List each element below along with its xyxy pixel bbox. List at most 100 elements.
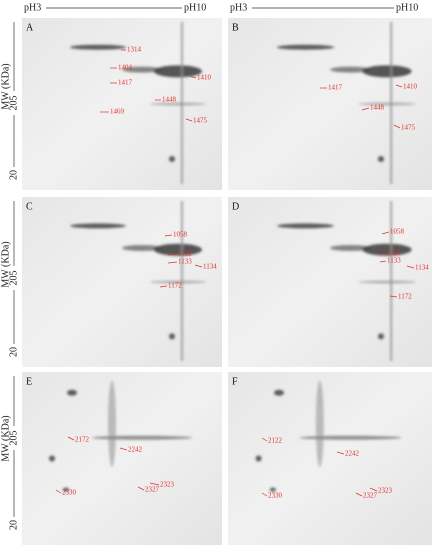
protein-spot xyxy=(378,333,384,340)
spot-arrow xyxy=(55,489,62,494)
ph-end: pH10 xyxy=(396,2,418,13)
protein-band xyxy=(276,44,335,50)
spot-label: 1417 xyxy=(328,84,343,92)
spot-label: 1172 xyxy=(398,293,412,301)
protein-band xyxy=(362,65,412,78)
spot-arrow xyxy=(379,252,387,255)
axis-tick-label: 205 xyxy=(8,431,19,446)
spot-arrow xyxy=(393,124,401,129)
gel-texture xyxy=(255,380,402,492)
protein-band xyxy=(70,223,126,229)
protein-spot xyxy=(49,455,55,462)
spot-label: 1314 xyxy=(127,46,142,54)
spot-label: 1410 xyxy=(197,74,212,82)
protein-band xyxy=(150,102,206,106)
protein-spot xyxy=(274,389,284,396)
spot-arrow xyxy=(261,437,268,442)
protein-band xyxy=(358,280,416,284)
axis-tick-label: 205 xyxy=(8,96,19,111)
spot-label: 2327 xyxy=(363,492,378,500)
gel-texture xyxy=(276,22,416,184)
spot-arrow xyxy=(137,486,145,491)
spot-arrow xyxy=(381,231,390,235)
protein-band xyxy=(358,102,416,106)
spot-arrow xyxy=(164,234,173,237)
gel-texture xyxy=(276,201,416,361)
protein-spot xyxy=(255,455,262,462)
spot-label: 1469 xyxy=(110,108,125,116)
axis-title: MW (KDa) xyxy=(0,63,11,109)
protein-band xyxy=(154,65,202,78)
protein-band xyxy=(122,66,162,73)
spot-arrow xyxy=(194,264,203,268)
gel-panel xyxy=(22,372,222,545)
spot-label: 1172 xyxy=(168,282,182,290)
spot-label: 2330 xyxy=(268,492,283,500)
panel-label: C xyxy=(26,201,33,212)
gel-texture xyxy=(70,22,206,184)
panel-label: E xyxy=(26,376,32,387)
spot-label: 1134 xyxy=(415,264,429,272)
protein-band xyxy=(108,380,116,468)
spot-label: 2323 xyxy=(160,481,175,489)
spot-arrow xyxy=(119,447,128,451)
spot-label: 1448 xyxy=(370,104,385,112)
spot-label: 2330 xyxy=(62,489,77,497)
protein-band xyxy=(299,435,402,440)
gel-texture xyxy=(70,201,206,361)
spot-label: 1448 xyxy=(162,96,177,104)
axis-title: MW (KDa) xyxy=(0,241,11,287)
protein-band xyxy=(362,243,412,256)
spot-arrow xyxy=(261,492,268,497)
spot-label: 1058 xyxy=(173,231,188,239)
spot-arrow xyxy=(406,265,415,269)
spot-label: 1475 xyxy=(193,117,208,125)
spot-label: 1404 xyxy=(118,64,133,72)
ph-start: pH3 xyxy=(230,2,247,13)
spot-label: 1122 xyxy=(178,250,192,258)
spot-label: 2323 xyxy=(378,487,393,495)
protein-spot xyxy=(169,333,175,340)
spot-arrow xyxy=(361,107,370,111)
axis-tick-label: 20 xyxy=(8,170,19,180)
panel-label: D xyxy=(232,201,239,212)
spot-arrow xyxy=(355,492,363,497)
spot-label: 1133 xyxy=(387,257,401,265)
gel-panel xyxy=(228,372,432,545)
spot-arrow xyxy=(167,261,178,264)
spot-label: 1058 xyxy=(390,228,405,236)
spot-arrow xyxy=(149,482,160,486)
spot-label: 1417 xyxy=(118,79,133,87)
spot-arrow xyxy=(167,253,178,256)
protein-band xyxy=(330,66,371,73)
protein-spot xyxy=(63,487,69,492)
protein-band xyxy=(330,245,371,251)
panel-label: F xyxy=(232,376,238,387)
protein-band xyxy=(92,435,192,440)
spot-label: 1475 xyxy=(401,124,416,132)
protein-spot xyxy=(67,389,77,396)
spot-arrow xyxy=(159,285,168,288)
spot-label: 1122 xyxy=(387,249,401,257)
panel-label: A xyxy=(26,22,34,33)
spot-arrow xyxy=(379,260,387,263)
spot-arrow xyxy=(336,451,345,455)
gel-texture xyxy=(49,380,192,492)
protein-band xyxy=(122,245,162,251)
protein-band xyxy=(150,280,206,284)
protein-band xyxy=(315,380,324,468)
spot-label: 2327 xyxy=(145,486,160,494)
protein-band xyxy=(154,243,202,256)
protein-band xyxy=(70,44,126,50)
spot-arrow xyxy=(389,295,398,298)
spot-label: 2242 xyxy=(128,446,143,454)
protein-spot xyxy=(269,487,276,492)
axis-tick-label: 20 xyxy=(8,347,19,357)
protein-spot xyxy=(378,156,384,163)
spot-label: 2242 xyxy=(345,450,360,458)
spot-label: 2172 xyxy=(75,436,90,444)
panel-label: B xyxy=(232,22,239,33)
spot-label: 2122 xyxy=(268,437,283,445)
spot-arrow xyxy=(185,118,193,122)
